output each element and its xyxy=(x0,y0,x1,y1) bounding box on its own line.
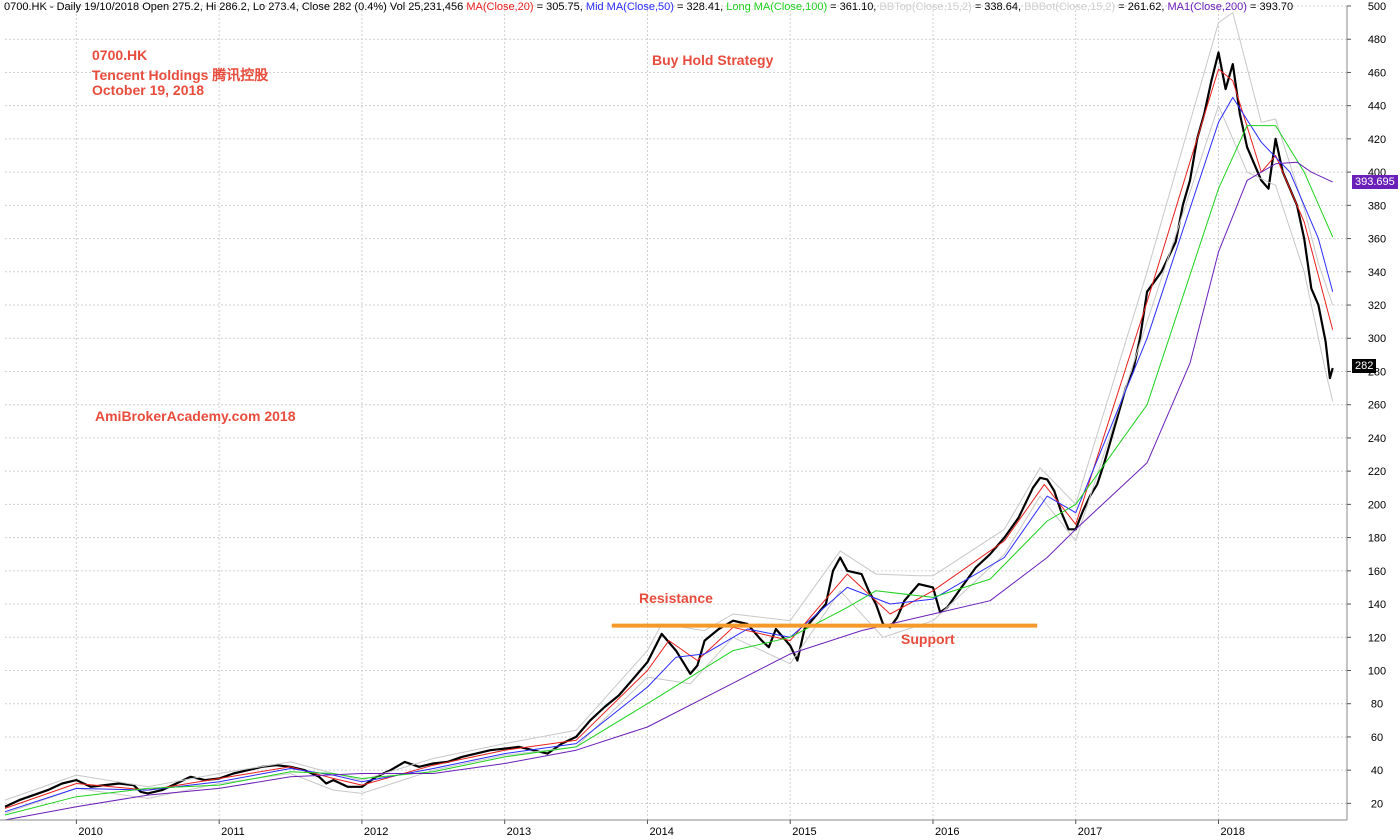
x-tick-label: 2013 xyxy=(507,826,531,838)
indicator-label: BBTop(Close,15,2) xyxy=(876,1,972,13)
annotation-ticker: 0700.HK xyxy=(92,47,148,63)
x-tick-label: 2015 xyxy=(792,826,816,838)
indicator-value: = 328.41, xyxy=(673,1,724,13)
chart-header: 0700.HK - Daily 19/10/2018 Open 275.2, H… xyxy=(4,1,1293,13)
indicator-label: BBBot(Close,15,2) xyxy=(1021,1,1116,13)
indicator-value: = 393.70 xyxy=(1246,1,1294,13)
annotation-strategy: Buy Hold Strategy xyxy=(652,52,774,68)
y-tick-label: 440 xyxy=(1368,101,1386,113)
indicator-label: Mid MA(Close,50) xyxy=(582,1,674,13)
y-axis: 2040608010012014016018020022024026028030… xyxy=(1346,1,1386,820)
y-tick-label: 80 xyxy=(1371,699,1383,711)
series-ma50 xyxy=(4,96,1334,813)
indicator-legend: MA(Close,20) = 305.75, Mid MA(Close,50) … xyxy=(466,1,1293,13)
indicator-value: = 261.62, xyxy=(1115,1,1165,13)
close-price-tag: 282 xyxy=(1352,359,1377,373)
y-tick-label: 20 xyxy=(1371,798,1383,810)
y-tick-label: 320 xyxy=(1368,300,1386,312)
y-tick-label: 140 xyxy=(1368,599,1386,611)
y-tick-label: 340 xyxy=(1368,267,1386,279)
x-tick-label: 2018 xyxy=(1221,826,1245,838)
indicator-value: = 305.75, xyxy=(533,1,583,13)
x-tick-label: 2012 xyxy=(364,826,388,838)
series-bbbot xyxy=(4,105,1334,814)
x-tick-label: 2016 xyxy=(935,826,959,838)
y-tick-label: 460 xyxy=(1368,67,1386,79)
y-tick-label: 420 xyxy=(1368,134,1386,146)
y-tick-label: 360 xyxy=(1368,234,1386,246)
series-bbtop xyxy=(4,12,1334,801)
y-tick-label: 200 xyxy=(1368,499,1386,511)
y-tick-label: 300 xyxy=(1368,333,1386,345)
annotation-support: Support xyxy=(901,631,955,647)
indicator-label: MA1(Close,200) xyxy=(1164,1,1247,13)
x-axis: 2010 2011 2012 2013 2014 2015 2016 2017 2018 xyxy=(0,819,1347,838)
y-tick-label: 220 xyxy=(1368,466,1386,478)
annotation-website: AmiBrokerAcademy.com 2018 xyxy=(95,408,296,424)
series-ma100 xyxy=(4,125,1334,816)
indicator-label: MA(Close,20) xyxy=(466,1,534,13)
indicator-label: Long MA(Close,100) xyxy=(723,1,828,13)
header-ticker: 0700.HK xyxy=(4,1,47,13)
indicator-value: = 338.64, xyxy=(971,1,1022,13)
y-tick-label: 240 xyxy=(1368,433,1386,445)
y-tick-label: 100 xyxy=(1368,665,1386,677)
y-tick-label: 40 xyxy=(1371,765,1383,777)
annotation-date: October 19, 2018 xyxy=(92,82,205,98)
y-tick-label: 180 xyxy=(1368,533,1386,545)
y-tick-label: 500 xyxy=(1368,1,1386,13)
x-tick-label: 2010 xyxy=(78,826,102,838)
x-tick-label: 2017 xyxy=(1078,826,1102,838)
ma200-price-tag: 393.695 xyxy=(1352,175,1398,189)
x-tick-label: 2011 xyxy=(221,826,245,838)
series-price xyxy=(4,51,1334,808)
y-tick-label: 120 xyxy=(1368,632,1386,644)
annotation-company: Tencent Holdings 腾讯控股 xyxy=(92,67,269,83)
series-ma20 xyxy=(4,68,1334,809)
header-info: - Daily 19/10/2018 Open 275.2, Hi 286.2,… xyxy=(49,1,464,13)
x-tick-label: 2014 xyxy=(649,826,673,838)
y-tick-label: 380 xyxy=(1368,200,1386,212)
chart-series xyxy=(4,12,1334,821)
y-tick-label: 480 xyxy=(1368,34,1386,46)
indicator-value: = 361.10, xyxy=(827,1,877,13)
y-tick-label: 60 xyxy=(1371,732,1383,744)
y-tick-label: 260 xyxy=(1368,400,1386,412)
series-ma200 xyxy=(4,161,1333,821)
annotation-resistance: Resistance xyxy=(639,590,713,606)
y-tick-label: 160 xyxy=(1368,566,1386,578)
